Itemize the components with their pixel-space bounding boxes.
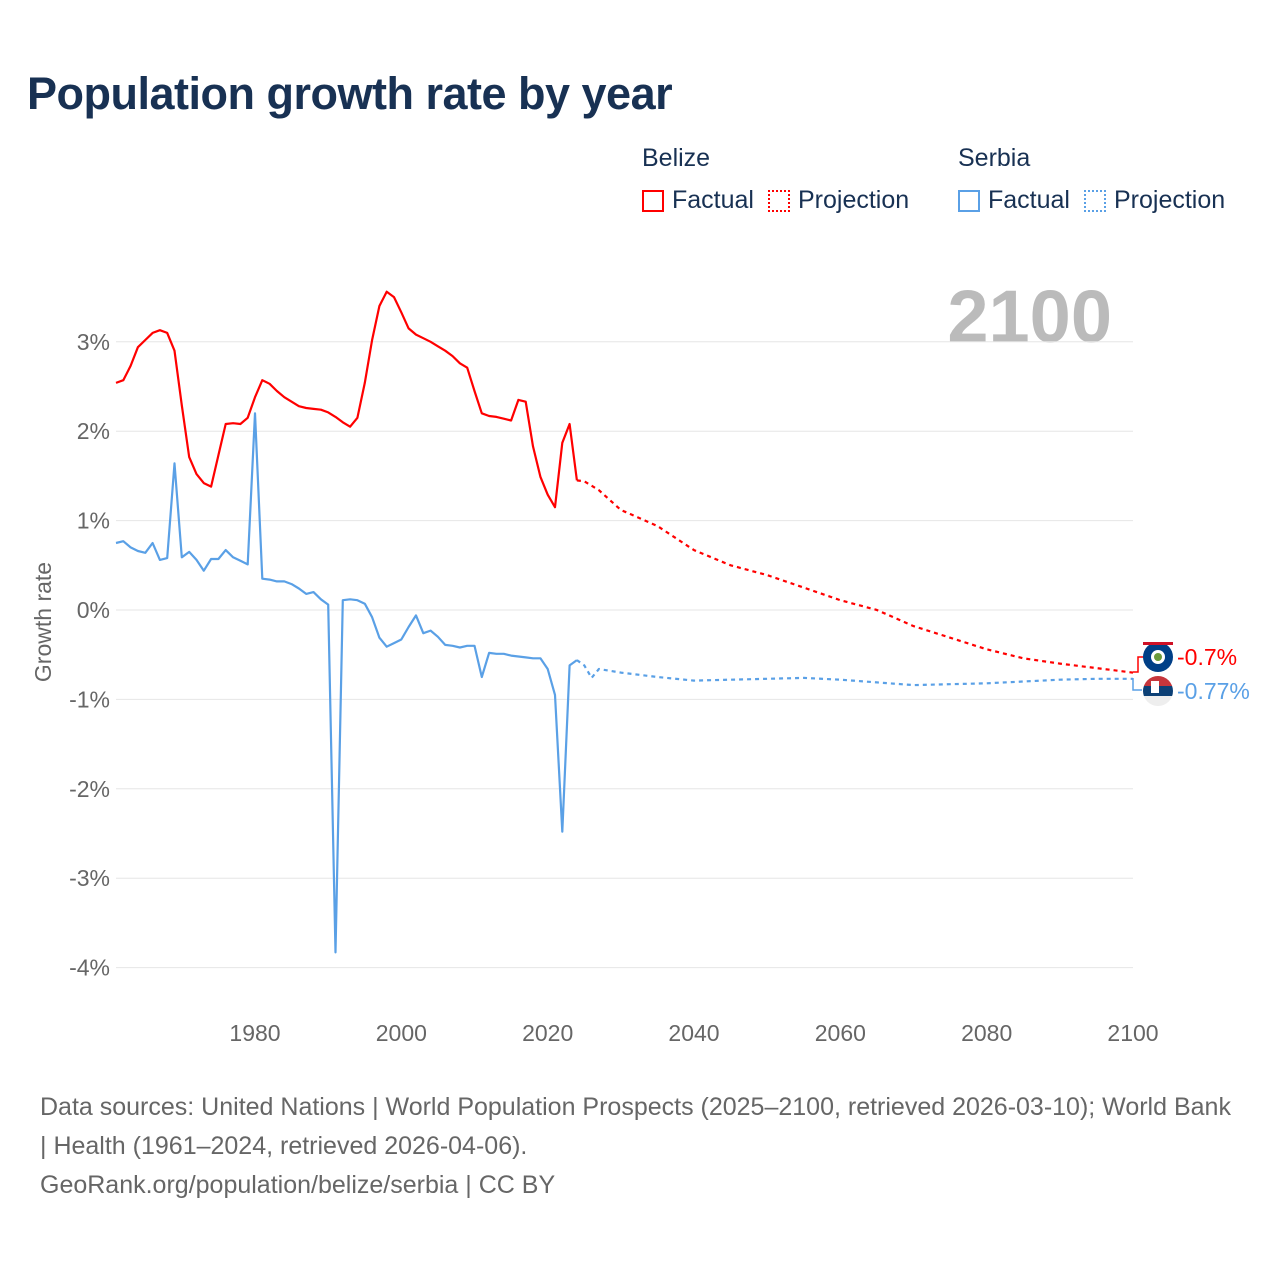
x-tick-label: 2000: [376, 1020, 427, 1046]
x-tick-label: 2040: [668, 1020, 719, 1046]
legend-label: Projection: [797, 186, 910, 214]
data-sources: Data sources: United Nations | World Pop…: [40, 1093, 1231, 1160]
y-tick-label: -1%: [69, 686, 110, 712]
serbia-flag-icon: [1143, 676, 1173, 706]
dotted-swatch-icon: [1083, 189, 1106, 212]
solid-swatch-icon: [958, 189, 980, 212]
serbia-end-label: -0.77%: [1177, 678, 1250, 704]
legend-label: Factual: [672, 186, 754, 214]
y-tick-label: -4%: [69, 955, 110, 981]
legend-label: Factual: [988, 186, 1070, 214]
x-tick-label: 2020: [522, 1020, 573, 1046]
series-belize-factual: [115, 290, 578, 509]
legend-group-belize: Belize: [642, 144, 711, 172]
legend-item-serbia-projection[interactable]: Projection: [1083, 186, 1226, 215]
belize-connector: [1133, 656, 1145, 673]
x-tick-label: 2080: [961, 1020, 1012, 1046]
y-axis-label: Growth rate: [30, 562, 56, 682]
legend-row-belize: Factual Projection: [642, 186, 923, 215]
legend-item-serbia-factual[interactable]: Factual: [958, 186, 1070, 215]
legend-label: Projection: [1113, 186, 1226, 214]
credit-link[interactable]: GeoRank.org/population/belize/serbia | C…: [40, 1171, 556, 1199]
y-tick-label: 1%: [77, 508, 110, 534]
legend-row-serbia: Factual Projection: [958, 186, 1239, 215]
y-tick-label: -2%: [69, 776, 110, 802]
series-belize-projection: [576, 479, 1134, 674]
serbia-connector: [1132, 678, 1142, 691]
x-tick-label: 2060: [815, 1020, 866, 1046]
legend-item-belize-factual[interactable]: Factual: [642, 186, 754, 215]
belize-end-label: -0.7%: [1177, 644, 1237, 670]
series-serbia-projection: [576, 659, 1133, 687]
footer: Data sources: United Nations | World Pop…: [40, 1088, 1240, 1205]
y-tick-label: 0%: [77, 597, 110, 623]
chart-title: Population growth rate by year: [27, 68, 673, 119]
legend-item-belize-projection[interactable]: Projection: [767, 186, 910, 215]
x-tick-label: 2100: [1107, 1020, 1158, 1046]
dotted-swatch-icon: [767, 189, 790, 212]
y-tick-label: 3%: [77, 329, 110, 355]
belize-flag-icon: [1143, 642, 1173, 672]
legend-group-serbia: Serbia: [958, 144, 1031, 172]
end-markers: -0.7% -0.77%: [1132, 642, 1250, 706]
y-tick-label: -3%: [69, 865, 110, 891]
x-tick-label: 1980: [229, 1020, 280, 1046]
year-display: 2100: [947, 275, 1112, 358]
y-tick-label: 2%: [77, 418, 110, 444]
solid-swatch-icon: [642, 189, 664, 212]
series-serbia-factual: [115, 412, 578, 954]
